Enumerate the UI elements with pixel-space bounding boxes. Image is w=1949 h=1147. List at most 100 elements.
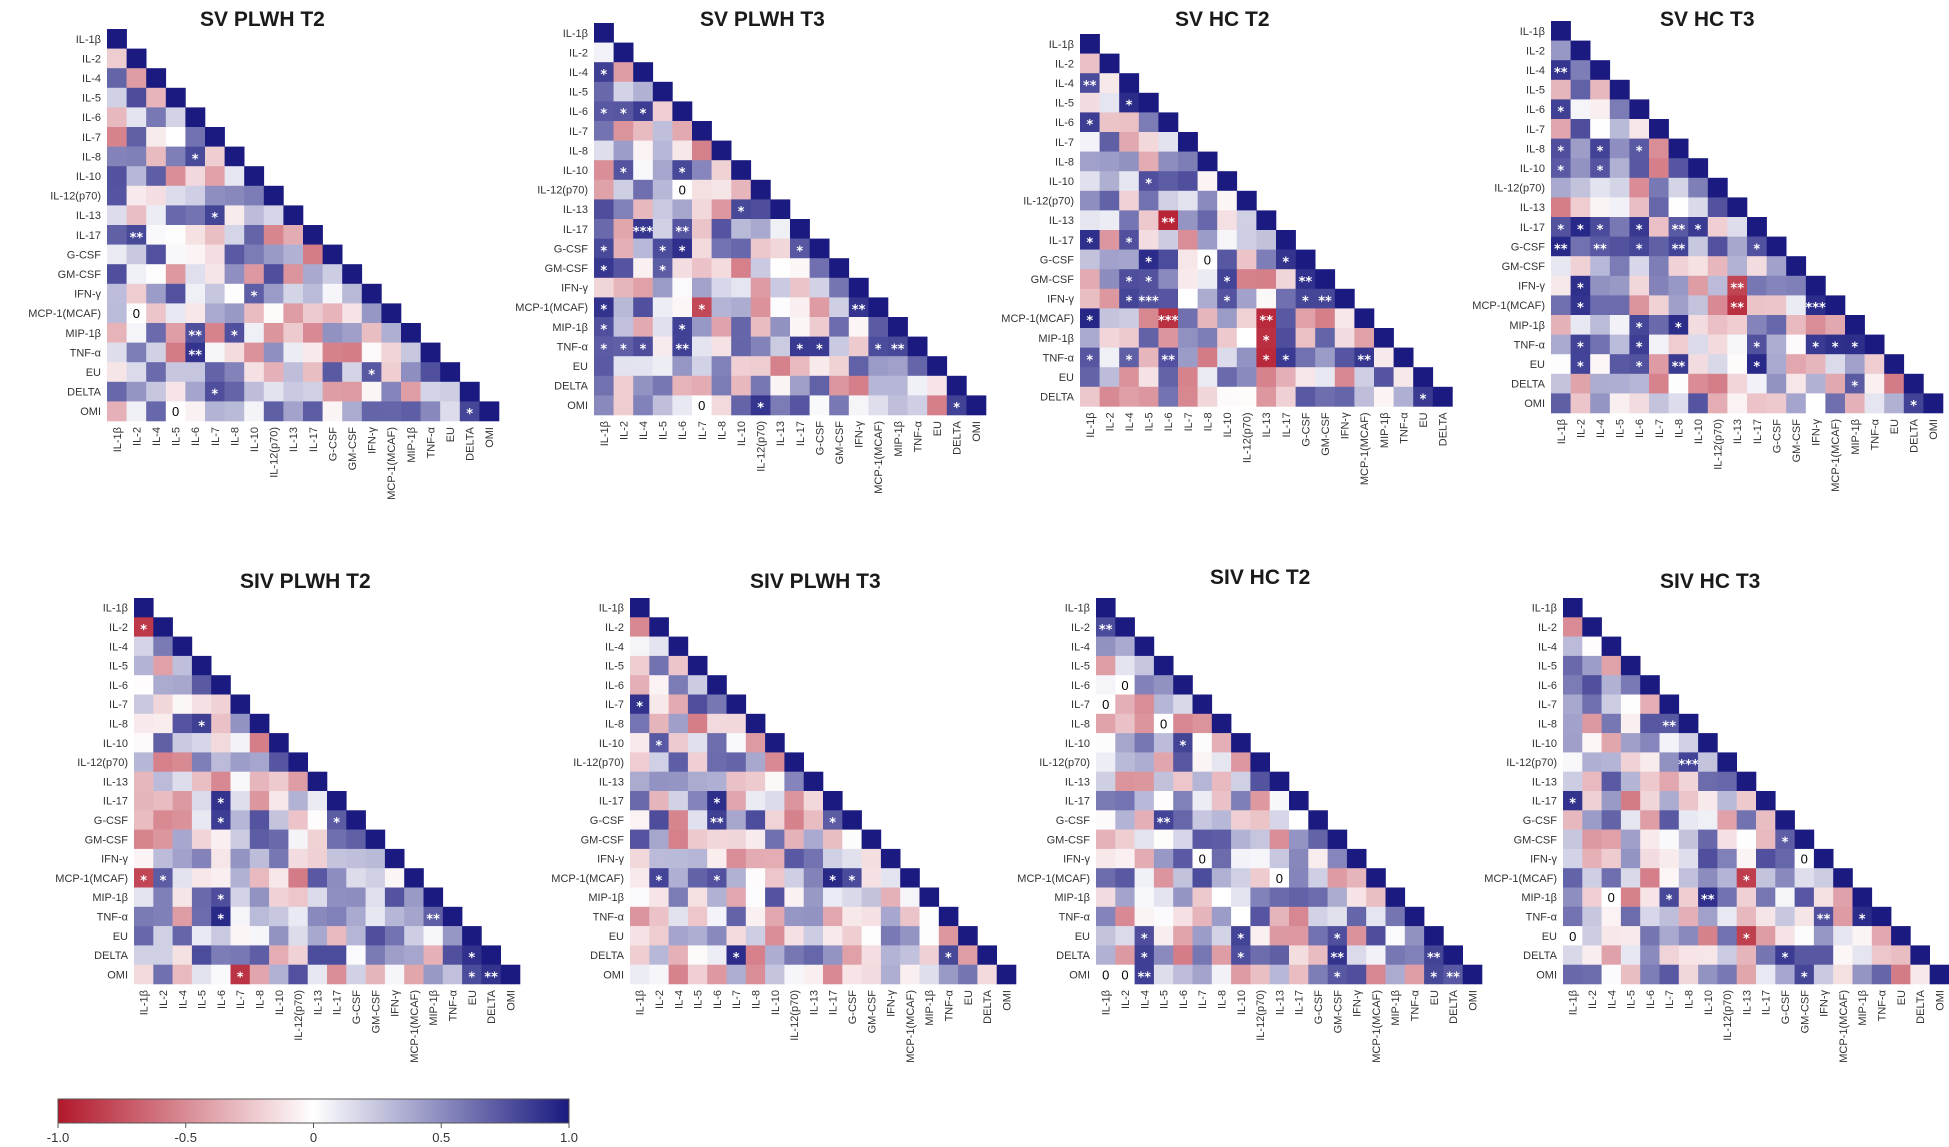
heatmap-cell [1295, 269, 1316, 290]
heatmap-cell [327, 945, 347, 965]
column-label: IFN-γ [1819, 990, 1831, 1017]
heatmap-cell [440, 381, 461, 402]
column-label: EU [467, 990, 479, 1005]
column-label: IL-5 [197, 990, 209, 1009]
heatmap-cell [191, 771, 212, 792]
row-label: IFN-γ [1518, 281, 1545, 293]
significance-label: * [738, 205, 745, 220]
heatmap-cell [224, 166, 245, 187]
heatmap-cell [1119, 73, 1140, 94]
heatmap-cell [1707, 315, 1728, 335]
heatmap-cell [1308, 964, 1328, 985]
heatmap-cell [594, 395, 614, 416]
heatmap-cell [1620, 887, 1641, 908]
significance-label: * [796, 244, 803, 259]
row-label: IL-13 [599, 776, 624, 788]
heatmap-cell [750, 336, 771, 357]
heatmap-cell [462, 964, 482, 985]
heatmap-cell [1609, 158, 1630, 179]
heatmap-cell [1269, 791, 1290, 811]
heatmap-cell [134, 829, 154, 850]
column-label: IL-13 [312, 990, 324, 1015]
column-label: EU [1429, 990, 1441, 1005]
heatmap-cell [633, 121, 654, 141]
heatmap-cell [649, 926, 669, 946]
heatmap-cell [381, 381, 402, 402]
heatmap-cell [1134, 964, 1155, 985]
heatmap-cell [205, 283, 225, 304]
heatmap-cell [1178, 249, 1198, 270]
heatmap-cell [726, 868, 747, 888]
column-label: GM-CSF [347, 427, 359, 471]
heatmap-cell [153, 829, 173, 850]
heatmap-cell [1649, 275, 1669, 296]
heatmap-cell [1563, 694, 1583, 715]
heatmap-cell [672, 101, 693, 122]
heatmap-cell [1736, 906, 1757, 927]
heatmap-cell [672, 121, 693, 141]
heatmap-cell [442, 926, 463, 946]
heatmap-cell [745, 752, 766, 772]
heatmap-cell [224, 205, 245, 226]
significance-label: * [217, 912, 224, 927]
heatmap-cell [649, 675, 669, 695]
heatmap-cell [731, 219, 752, 239]
heatmap-cell [126, 146, 147, 167]
heatmap-cell [613, 179, 634, 200]
heatmap-cell [1269, 810, 1290, 830]
heatmap-cell [1707, 236, 1728, 257]
heatmap-cell [842, 848, 862, 869]
panel-title: SIV PLWH T3 [750, 570, 881, 593]
heatmap-cell [1096, 964, 1116, 985]
heatmap-cell [1609, 197, 1630, 218]
heatmap-cell [848, 297, 869, 318]
heatmap-cell [1115, 713, 1135, 734]
column-label: IL-10 [249, 427, 261, 452]
heatmap-cell [1717, 887, 1737, 908]
heatmap-cell [146, 68, 167, 89]
heatmap-cell [1096, 926, 1116, 946]
heatmap-cell [126, 381, 147, 402]
heatmap-cell [224, 225, 245, 245]
heatmap-cell [303, 362, 323, 383]
heatmap-cell [907, 356, 928, 377]
heatmap-cell [1327, 906, 1348, 927]
heatmap-cell [1747, 275, 1767, 296]
heatmap-cell [1211, 887, 1232, 908]
heatmap-cell [809, 395, 830, 416]
heatmap-cell [1080, 328, 1100, 348]
significance-label: ** [1730, 282, 1744, 297]
significance-label: * [640, 107, 647, 122]
heatmap-cell [1551, 236, 1571, 257]
heatmap-cell [1601, 752, 1622, 772]
heatmap-cell [165, 283, 186, 304]
heatmap-cell [1590, 275, 1611, 296]
significance-label: * [333, 816, 340, 831]
heatmap-cell [668, 810, 689, 830]
row-label: IL-13 [103, 776, 128, 788]
heatmap-cell [1153, 713, 1174, 734]
row-label: IL-8 [109, 718, 128, 730]
heatmap-cell [442, 906, 463, 927]
heatmap-cell [1766, 295, 1787, 316]
heatmap-cell [633, 140, 654, 161]
heatmap-cell [1864, 334, 1885, 355]
heatmap-cell [1231, 906, 1251, 927]
heatmap-cell [481, 964, 501, 985]
heatmap-cell [1178, 230, 1198, 250]
row-label: MIP-1β [1509, 320, 1545, 332]
significance-label: * [198, 719, 205, 734]
heatmap-cell [191, 655, 212, 676]
heatmap-cell [1308, 906, 1328, 927]
heatmap-cell [630, 887, 650, 908]
heatmap-cell [652, 297, 673, 318]
heatmap-cell [1582, 887, 1602, 908]
row-label: GM-CSF [1047, 834, 1091, 846]
heatmap-cell [1747, 373, 1767, 394]
heatmap-cell [1308, 848, 1328, 869]
significance-label: * [1263, 334, 1270, 349]
column-label: IL-2 [1104, 412, 1116, 431]
heatmap-cell [633, 336, 654, 357]
significance-label: * [816, 342, 823, 357]
heatmap-cell [1158, 288, 1179, 309]
